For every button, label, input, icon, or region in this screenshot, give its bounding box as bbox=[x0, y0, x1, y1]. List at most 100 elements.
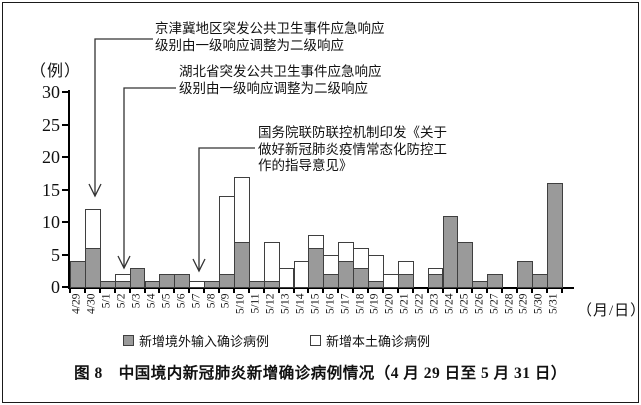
bar-imported-5-12 bbox=[263, 280, 280, 288]
y-tick-mark bbox=[62, 221, 70, 223]
x-tick-mark bbox=[337, 287, 340, 293]
x-axis-unit-label: （月/日） bbox=[577, 303, 641, 319]
annotation-line: 级别由一级响应调整为二级响应 bbox=[155, 37, 344, 53]
bar-imported-5-1 bbox=[99, 280, 116, 288]
x-tick-mark bbox=[128, 287, 131, 293]
x-tick-label: 4/29 bbox=[70, 293, 83, 314]
x-tick-label: 5/25 bbox=[458, 293, 471, 314]
x-tick-label: 5/11 bbox=[249, 293, 262, 314]
x-tick-label: 5/27 bbox=[488, 293, 501, 314]
x-tick-label: 5/28 bbox=[503, 293, 516, 314]
y-tick-mark bbox=[62, 188, 70, 191]
y-tick-label: 0 bbox=[51, 277, 60, 297]
bar-imported-5-30 bbox=[531, 274, 548, 288]
x-tick-label: 5/26 bbox=[473, 293, 486, 314]
bar-imported-5-29 bbox=[517, 261, 533, 288]
x-tick-label: 5/13 bbox=[279, 293, 292, 314]
y-tick-label: 5 bbox=[51, 244, 60, 265]
x-tick-label: 5/18 bbox=[354, 293, 367, 314]
x-tick-mark bbox=[426, 287, 429, 293]
bar-imported-4-29 bbox=[70, 261, 86, 288]
x-tick-label: 5/22 bbox=[413, 293, 426, 314]
figure-caption: 图 8 中国境内新冠肺炎新增确诊病例情况（4 月 29 日至 5 月 31 日） bbox=[74, 365, 567, 382]
y-tick-mark bbox=[62, 91, 70, 93]
bar-local-5-15 bbox=[308, 235, 325, 249]
x-tick-label: 5/29 bbox=[517, 293, 530, 314]
annotation-guowuyuan: 国务院联防联控机制印发《关于 做好新冠肺炎疫情常态化防控工 作的指导意见》 bbox=[258, 125, 447, 175]
bar-local-5-19 bbox=[368, 254, 384, 282]
x-tick-label: 5/8 bbox=[205, 293, 218, 308]
x-tick-mark bbox=[545, 287, 548, 293]
bar-local-5-16 bbox=[323, 254, 340, 275]
bar-imported-5-11 bbox=[248, 280, 265, 288]
x-axis-line bbox=[68, 287, 574, 289]
x-tick-mark bbox=[471, 287, 474, 293]
legend-item-imported: 新增境外输入确诊病例 bbox=[123, 331, 269, 350]
x-tick-mark bbox=[83, 287, 86, 293]
legend-label: 新增境外输入确诊病例 bbox=[139, 334, 270, 349]
x-tick-mark bbox=[367, 287, 369, 293]
x-tick-mark bbox=[173, 287, 176, 293]
y-tick-label: 15 bbox=[42, 179, 60, 200]
x-tick-label: 5/24 bbox=[443, 293, 456, 314]
x-tick-mark bbox=[456, 287, 459, 293]
x-tick-mark bbox=[113, 287, 116, 293]
annotation-line: 湖北省突发公共卫生事件应急响应 bbox=[179, 64, 382, 79]
x-tick-mark bbox=[307, 287, 310, 293]
bar-imported-5-26 bbox=[472, 280, 489, 288]
bar-imported-5-2 bbox=[114, 280, 131, 288]
x-tick-mark bbox=[501, 287, 504, 293]
x-tick-label: 5/20 bbox=[383, 293, 396, 314]
imported-swatch-icon bbox=[123, 335, 134, 346]
bar-local-5-20 bbox=[382, 274, 399, 288]
x-tick-mark bbox=[143, 287, 146, 293]
x-tick-label: 5/15 bbox=[309, 293, 322, 314]
y-tick-label: 25 bbox=[42, 114, 60, 135]
bar-imported-5-6 bbox=[174, 274, 191, 288]
annotation-jingjinji: 京津冀地区突发公共卫生事件应急响应 级别由一级响应调整为二级响应 bbox=[155, 21, 385, 54]
bar-local-5-12 bbox=[263, 241, 280, 282]
bar-local-5-18 bbox=[353, 248, 369, 269]
x-tick-mark bbox=[203, 287, 206, 293]
local-swatch-icon bbox=[310, 335, 321, 346]
x-tick-label: 5/5 bbox=[160, 293, 173, 308]
legend-item-local: 新增本土确诊病例 bbox=[310, 331, 430, 350]
y-axis-unit-label: （例） bbox=[30, 63, 82, 80]
x-tick-label: 5/19 bbox=[368, 293, 381, 314]
x-tick-mark bbox=[396, 287, 399, 293]
x-tick-mark bbox=[158, 287, 161, 293]
x-tick-mark bbox=[232, 287, 235, 293]
bar-imported-5-17 bbox=[338, 261, 355, 288]
x-tick-mark bbox=[69, 287, 71, 293]
bar-local-5-21 bbox=[397, 261, 414, 275]
bar-imported-5-15 bbox=[308, 248, 325, 288]
x-tick-label: 5/6 bbox=[175, 293, 188, 308]
x-tick-label: 4/30 bbox=[85, 293, 98, 314]
bar-imported-5-8 bbox=[204, 280, 220, 288]
x-tick-mark bbox=[560, 287, 563, 293]
y-tick-label: 20 bbox=[42, 147, 60, 167]
x-tick-mark bbox=[352, 287, 355, 293]
bar-imported-5-24 bbox=[442, 215, 459, 288]
bar-imported-5-18 bbox=[353, 267, 369, 288]
x-tick-label: 5/2 bbox=[115, 293, 128, 308]
bar-imported-5-9 bbox=[219, 274, 235, 288]
x-tick-mark bbox=[218, 287, 220, 293]
bar-imported-5-10 bbox=[233, 241, 250, 288]
x-tick-mark bbox=[322, 287, 325, 293]
x-tick-label: 5/31 bbox=[547, 293, 560, 314]
x-tick-label: 5/16 bbox=[324, 293, 337, 314]
y-tick-label: 30 bbox=[42, 82, 60, 102]
x-tick-mark bbox=[381, 287, 384, 293]
x-tick-mark bbox=[516, 287, 518, 293]
bar-local-5-7 bbox=[189, 280, 206, 288]
x-tick-label: 5/17 bbox=[339, 293, 352, 314]
x-tick-label: 5/7 bbox=[190, 293, 203, 308]
x-tick-mark bbox=[441, 287, 444, 293]
bar-local-5-9 bbox=[219, 196, 235, 275]
x-tick-label: 5/1 bbox=[100, 293, 113, 308]
x-tick-label: 5/10 bbox=[234, 293, 247, 314]
bar-imported-5-19 bbox=[368, 280, 384, 288]
